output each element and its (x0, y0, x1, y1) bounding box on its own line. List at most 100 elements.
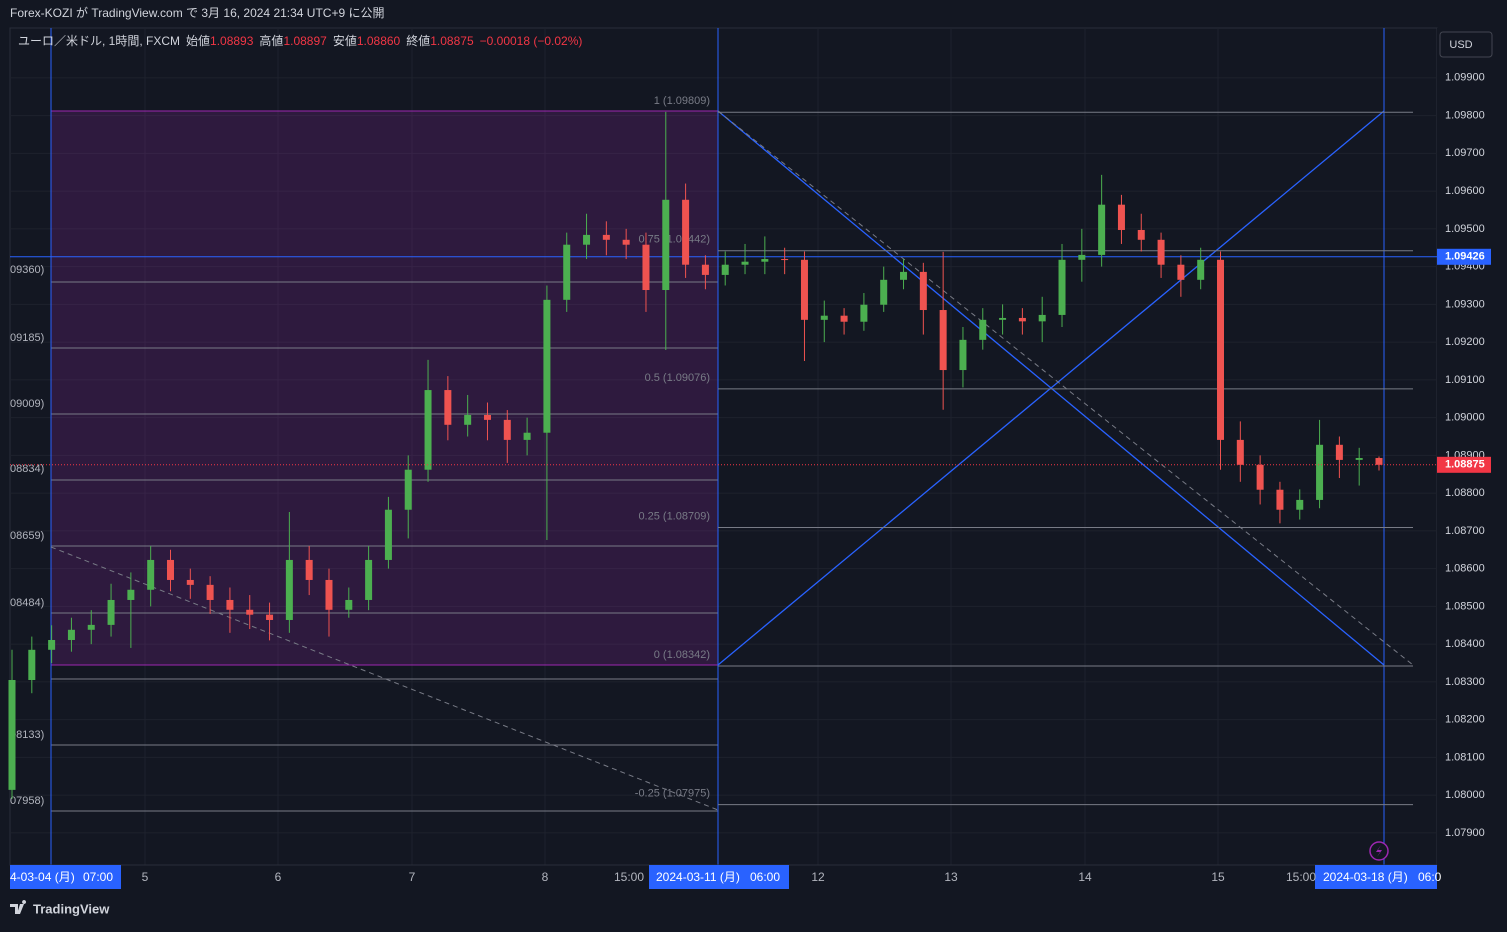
crosshair-label (649, 865, 789, 889)
candle-body (1137, 229, 1145, 240)
candle-body (741, 261, 749, 265)
candle-body (503, 419, 511, 440)
candle-body (404, 469, 412, 510)
y-tick-label: 1.09000 (1445, 412, 1485, 424)
hline-label: 1.09426 (1445, 251, 1485, 263)
candle-body (166, 559, 174, 580)
candle-body (1117, 204, 1125, 230)
candle-body (662, 199, 670, 291)
candle-body (860, 304, 868, 322)
y-tick-label: 1.08500 (1445, 600, 1485, 612)
candle-body (919, 271, 927, 311)
fib-label: 0.75 (1.09442) (638, 234, 710, 246)
vgrid (144, 28, 1219, 865)
candle-body (959, 339, 967, 371)
candle-body (1236, 439, 1244, 465)
candle-body (483, 414, 491, 420)
candle-body (266, 614, 274, 620)
y-tick-label: 1.08600 (1445, 563, 1485, 575)
candle-body (464, 414, 472, 425)
candle-body (1316, 444, 1324, 500)
fib-label: 09185) (10, 332, 44, 344)
y-tick-label: 1.09300 (1445, 298, 1485, 310)
x-label: 07:00 (83, 870, 113, 884)
candle-body (999, 317, 1007, 320)
candle-body (1098, 204, 1106, 255)
y-tick-label: 1.09600 (1445, 185, 1485, 197)
candle-body (365, 559, 373, 600)
x-label: 8 (542, 870, 549, 884)
candle-body (880, 279, 888, 305)
y-tick-label: 1.09700 (1445, 147, 1485, 159)
legend: ユーロ／米ドル, 1時間, FXCM 始値1.08893 高値1.08897 安値1.… (18, 33, 582, 48)
candle-body (206, 584, 214, 600)
x-label: 6 (275, 870, 282, 884)
y-tick-label: 1.08300 (1445, 676, 1485, 688)
fib-label: 08133) (10, 729, 44, 741)
currency-button[interactable] (1439, 31, 1493, 58)
candle-body (1038, 314, 1046, 322)
fib-label: 1 (1.09809) (654, 95, 710, 107)
candle-body (900, 271, 908, 280)
lightning-icon[interactable] (1369, 841, 1389, 861)
fib-label: 08834) (10, 463, 44, 475)
legend-low-label: 安値 (333, 33, 357, 48)
left-fib-labels: 09360) 09185) 09009) 08834) 08659) 08484… (10, 264, 44, 807)
x-label: 15:00 (1286, 870, 1316, 884)
candle-body (800, 259, 808, 320)
legend-symbol: ユーロ／米ドル, 1時間, FXCM (18, 34, 180, 48)
x-label: 15 (1211, 870, 1225, 884)
candle-body (28, 649, 36, 681)
candle-body (682, 199, 690, 265)
candle-body (87, 624, 95, 630)
candle-body (8, 680, 16, 790)
x-label: 15:00 (614, 870, 644, 884)
logo-text: TradingView (33, 901, 110, 916)
candle-body (1078, 254, 1086, 260)
last-price-label-bg (1437, 456, 1491, 473)
drawings (50, 28, 1414, 865)
x-axis: 4-03-04 (月) 07:00 5 6 7 8 15:00 2024-03-… (10, 864, 1442, 889)
candle-body (147, 559, 155, 590)
x-label: 2024-03-11 (月) (656, 870, 740, 884)
legend-open-label: 始値 (186, 33, 210, 48)
y-tick-label: 1.09100 (1445, 374, 1485, 386)
y-tick-label: 1.08400 (1445, 638, 1485, 650)
x-label: 5 (142, 870, 149, 884)
candle-body (345, 599, 353, 610)
candle-body (701, 264, 709, 275)
candle-body (444, 390, 452, 425)
candle-body (384, 509, 392, 560)
x-label: 06:00 (750, 870, 780, 884)
price-axis (1437, 28, 1507, 865)
range-box (50, 110, 719, 666)
candle-body (622, 239, 630, 245)
legend-low: 1.08860 (357, 34, 401, 48)
published: Forex-KOZI が TradingView.com で 3月 16, 20… (10, 5, 384, 20)
fib-label: 0.25 (1.08709) (638, 510, 710, 522)
y-tick-label: 1.09500 (1445, 223, 1485, 235)
y-tick-label: 1.08800 (1445, 487, 1485, 499)
candle-body (523, 432, 531, 440)
candle-body (1355, 458, 1363, 460)
x-label: 7 (409, 870, 416, 884)
crosshair-label (1315, 865, 1437, 889)
candle-body (67, 629, 75, 640)
y-tick-label: 1.08000 (1445, 789, 1485, 801)
candle-body (1276, 489, 1284, 510)
candles (8, 111, 1437, 799)
candle-body (1018, 317, 1026, 322)
candle-body (325, 579, 333, 610)
candle-body (186, 579, 194, 585)
candle-body (107, 599, 115, 625)
candle-body (543, 299, 551, 433)
candle-body (781, 259, 789, 261)
fib-label: 08484) (10, 597, 44, 609)
candle-body (1335, 444, 1343, 460)
candle-body (1157, 239, 1165, 265)
candle-body (305, 559, 313, 580)
y-tick-label: 1.08100 (1445, 751, 1485, 763)
hline-label-bg (1437, 248, 1491, 265)
candle-body (939, 310, 947, 371)
